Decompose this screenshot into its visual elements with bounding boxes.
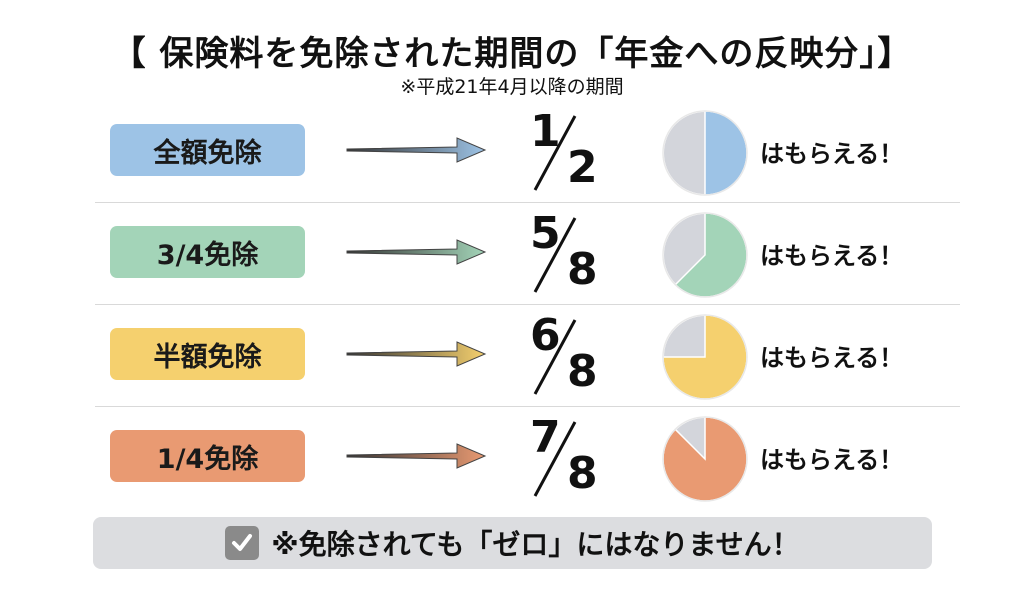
fraction-denominator: 8 <box>567 244 598 295</box>
row-divider <box>95 304 960 305</box>
fraction-numerator: 1 <box>530 106 561 157</box>
checkbox-checked-icon <box>225 526 260 560</box>
fraction-numerator: 6 <box>530 310 561 361</box>
fraction-denominator: 8 <box>567 346 598 397</box>
pie-chart-icon <box>662 416 748 502</box>
pie-chart-icon <box>662 314 748 400</box>
row-divider <box>95 406 960 407</box>
receive-text: はもらえる！ <box>760 446 904 474</box>
fraction: 1 2 <box>520 102 610 202</box>
note-banner: ※免除されても「ゼロ」にはなりません！ <box>93 517 932 569</box>
page-title: 【 保険料を免除された期間の「年金への反映分」】 <box>111 34 913 74</box>
exemption-row: 全額免除 1 2 はもらえる！ <box>95 102 960 204</box>
fraction-numerator: 5 <box>530 208 561 259</box>
exemption-label: 半額免除 <box>110 328 305 380</box>
pie-chart-icon <box>662 110 748 196</box>
page-subtitle: ※平成21年4月以降の期間 <box>400 76 624 98</box>
exemption-row: 半額免除 6 8 はもらえる！ <box>95 306 960 408</box>
pie-chart-icon <box>662 212 748 298</box>
arrow-right-icon <box>346 239 487 265</box>
fraction-denominator: 8 <box>567 448 598 499</box>
receive-text: はもらえる！ <box>760 242 904 270</box>
arrow-right-icon <box>346 341 487 367</box>
fraction-denominator: 2 <box>567 142 598 193</box>
fraction: 5 8 <box>520 204 610 304</box>
arrow-right-icon <box>346 137 487 163</box>
exemption-row: 3/4免除 5 8 はもらえる！ <box>95 204 960 306</box>
fraction-numerator: 7 <box>530 412 561 463</box>
fraction: 6 8 <box>520 306 610 406</box>
receive-text: はもらえる！ <box>760 140 904 168</box>
note-text: ※免除されても「ゼロ」にはなりません！ <box>271 528 800 561</box>
exemption-label: 3/4免除 <box>110 226 305 278</box>
fraction: 7 8 <box>520 408 610 508</box>
receive-text: はもらえる！ <box>760 344 904 372</box>
exemption-row: 1/4免除 7 8 はもらえる！ <box>95 408 960 510</box>
row-divider <box>95 202 960 203</box>
exemption-label: 1/4免除 <box>110 430 305 482</box>
arrow-right-icon <box>346 443 487 469</box>
exemption-label: 全額免除 <box>110 124 305 176</box>
